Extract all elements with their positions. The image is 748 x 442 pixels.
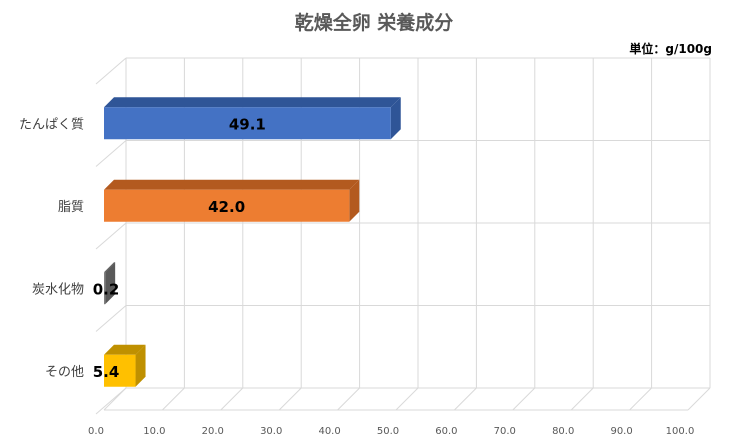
side-wall-line bbox=[95, 140, 127, 167]
floor-grid-line bbox=[454, 387, 477, 411]
side-wall-line bbox=[95, 57, 127, 85]
bar-top-face bbox=[104, 262, 116, 273]
bar bbox=[104, 272, 106, 305]
floor-grid-line bbox=[278, 387, 302, 411]
floor-grid-line bbox=[629, 387, 652, 411]
x-tick-label: 70.0 bbox=[494, 426, 516, 437]
floor-grid-line bbox=[220, 387, 244, 411]
category-label: たんぱく質 bbox=[19, 117, 84, 132]
x-tick-label: 90.0 bbox=[610, 426, 632, 437]
bar-side-face bbox=[135, 344, 146, 387]
bar bbox=[104, 354, 136, 387]
category-label: その他 bbox=[45, 365, 84, 380]
bar bbox=[104, 107, 391, 140]
data-label: 0.2 bbox=[93, 280, 120, 298]
bar-side-face bbox=[105, 262, 116, 305]
x-tick-label: 100.0 bbox=[666, 426, 695, 437]
x-tick-label: 0.0 bbox=[88, 426, 104, 437]
side-wall-line bbox=[95, 305, 127, 332]
side-wall-line bbox=[95, 387, 127, 415]
category-label: 脂質 bbox=[58, 200, 84, 215]
floor-grid-line bbox=[512, 387, 536, 411]
side-wall-line bbox=[95, 222, 127, 250]
x-tick-label: 50.0 bbox=[377, 426, 399, 437]
x-tick-label: 30.0 bbox=[260, 426, 282, 437]
bar-top-face bbox=[104, 97, 401, 108]
floor-grid-line bbox=[570, 387, 594, 411]
bar-top-face bbox=[104, 344, 146, 355]
x-tick-label: 10.0 bbox=[143, 426, 165, 437]
bar-top-face bbox=[104, 179, 360, 190]
unit-label: 単位：g/100g bbox=[629, 42, 712, 56]
floor-grid-line bbox=[395, 387, 419, 411]
x-tick-label: 20.0 bbox=[202, 426, 224, 437]
x-tick-label: 80.0 bbox=[552, 426, 574, 437]
bar-side-face bbox=[349, 179, 360, 222]
floor-grid-line bbox=[687, 387, 711, 411]
data-label: 42.0 bbox=[208, 198, 245, 216]
category-label: 炭水化物 bbox=[32, 282, 84, 297]
floor-grid-line bbox=[162, 387, 185, 411]
data-label: 5.4 bbox=[93, 363, 120, 381]
data-label: 49.1 bbox=[229, 115, 266, 133]
floor-grid-line bbox=[337, 387, 360, 411]
x-tick-label: 60.0 bbox=[435, 426, 457, 437]
x-tick-label: 40.0 bbox=[318, 426, 340, 437]
bar bbox=[104, 189, 350, 222]
chart-title: 乾燥全卵 栄養成分 bbox=[294, 12, 454, 34]
bar-side-face bbox=[390, 97, 401, 140]
